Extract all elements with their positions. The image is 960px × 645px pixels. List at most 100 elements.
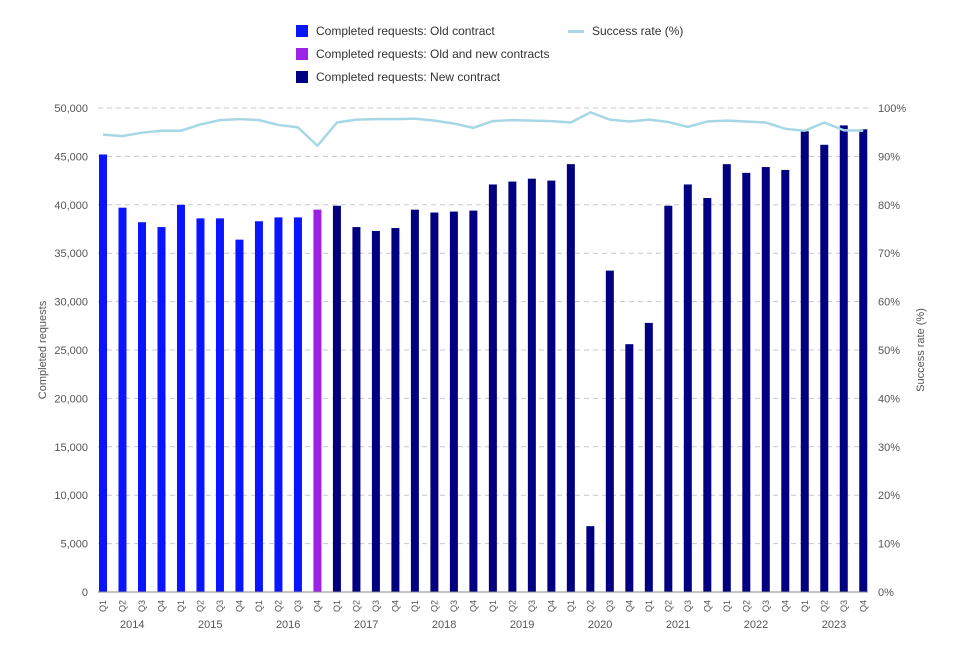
x-tick-label-year: 2023 [822, 619, 846, 631]
legend-label-new-contract: Completed requests: New contract [316, 70, 501, 84]
x-tick-label-quarter: Q4 [312, 600, 322, 612]
bar [683, 184, 692, 593]
bar [352, 227, 361, 592]
legend-swatch-old-contract [296, 25, 308, 37]
bar [722, 164, 731, 593]
y-tick-label-right: 0% [878, 587, 894, 599]
bar [391, 228, 400, 593]
bar [547, 180, 556, 592]
y-tick-label-left: 50,000 [54, 103, 88, 115]
x-tick-label-quarter: Q1 [566, 600, 576, 612]
bar [274, 217, 283, 592]
y-tick-label-right: 90% [878, 151, 900, 163]
x-tick-label-quarter: Q2 [429, 600, 439, 612]
bar [508, 181, 517, 592]
bar [644, 322, 653, 592]
bar [761, 167, 770, 592]
x-tick-label-quarter: Q1 [644, 600, 654, 612]
bar [566, 164, 575, 593]
x-tick-label-quarter: Q2 [585, 600, 595, 612]
y-axis-title-left: Completed requests [37, 300, 49, 399]
bar [410, 209, 419, 592]
x-tick-label-quarter: Q3 [293, 600, 303, 612]
bar [781, 169, 790, 592]
x-tick-label-quarter: Q3 [605, 600, 615, 612]
y-tick-label-left: 20,000 [54, 393, 88, 405]
x-tick-label-year: 2014 [120, 619, 144, 631]
bar [839, 125, 848, 592]
bar [235, 239, 244, 592]
legend-item-new-contract: Completed requests: New contract [296, 70, 500, 84]
x-tick-label-quarter: Q3 [371, 600, 381, 612]
bar [859, 129, 868, 592]
legend-swatch-success-rate [568, 29, 584, 33]
bar [313, 209, 322, 592]
x-tick-label-quarter: Q1 [722, 600, 732, 612]
x-tick-label-quarter: Q3 [137, 600, 147, 612]
bar [800, 131, 809, 592]
bar [605, 270, 614, 592]
bar [332, 205, 341, 592]
x-tick-label-quarter: Q3 [761, 600, 771, 612]
x-tick-label-year: 2018 [432, 619, 456, 631]
y-tick-label-right: 40% [878, 393, 900, 405]
x-tick-label-quarter: Q2 [117, 600, 127, 612]
x-tick-label-quarter: Q4 [702, 600, 712, 612]
legend-label-success-rate: Success rate (%) [592, 24, 684, 38]
bar [137, 222, 146, 592]
x-tick-label-quarter: Q1 [410, 600, 420, 612]
bar [99, 154, 107, 593]
y-tick-label-left: 35,000 [54, 248, 88, 260]
x-tick-label-quarter: Q1 [332, 600, 342, 612]
bar [703, 198, 712, 593]
y-tick-label-right: 50% [878, 345, 900, 357]
bar [293, 217, 302, 592]
bar [527, 178, 536, 592]
x-tick-label-quarter: Q3 [527, 600, 537, 612]
legend-item-success-rate: Success rate (%) [568, 24, 683, 38]
x-tick-label-quarter: Q4 [546, 600, 556, 612]
x-tick-label-quarter: Q4 [780, 600, 790, 612]
x-tick-label-quarter: Q4 [624, 600, 634, 612]
bar [820, 144, 829, 592]
success-rate-line [102, 111, 864, 148]
bar [196, 218, 205, 593]
x-tick-label-quarter: Q1 [98, 600, 108, 612]
x-tick-label-quarter: Q1 [254, 600, 264, 612]
legend-swatch-new-contract [296, 71, 308, 83]
bar [371, 230, 380, 592]
x-tick-label-quarter: Q4 [390, 600, 400, 612]
x-tick-label-quarter: Q2 [507, 600, 517, 612]
bar [664, 205, 673, 592]
x-tick-label-quarter: Q3 [839, 600, 849, 612]
legend-item-old-and-new: Completed requests: Old and new contract… [296, 47, 549, 61]
bar [430, 212, 439, 592]
x-tick-label-year: 2016 [276, 619, 300, 631]
x-tick-label-year: 2020 [588, 619, 612, 631]
bar [488, 184, 497, 593]
bar [118, 207, 127, 593]
y-tick-label-left: 30,000 [54, 297, 88, 309]
x-tick-label-quarter: Q2 [351, 600, 361, 612]
x-tick-label-year: 2022 [744, 619, 768, 631]
bar [215, 218, 224, 593]
y-tick-label-right: 80% [878, 200, 900, 212]
bar [254, 221, 263, 593]
x-tick-label-year: 2017 [354, 619, 378, 631]
x-tick-label-quarter: Q2 [741, 600, 751, 612]
x-tick-label-quarter: Q4 [234, 600, 244, 612]
legend-label-old-contract: Completed requests: Old contract [316, 24, 495, 38]
x-tick-label-year: 2021 [666, 619, 690, 631]
x-tick-label-quarter: Q2 [195, 600, 205, 612]
y-tick-label-right: 60% [878, 297, 900, 309]
y-tick-label-left: 15,000 [54, 442, 88, 454]
x-tick-label-quarter: Q3 [215, 600, 225, 612]
x-tick-label-quarter: Q2 [273, 600, 283, 612]
y-tick-label-right: 10% [878, 539, 900, 551]
legend: Completed requests: Old contract Complet… [296, 24, 716, 94]
y-tick-label-right: 100% [878, 103, 906, 115]
y-tick-label-left: 5,000 [60, 539, 88, 551]
y-tick-label-left: 45,000 [54, 151, 88, 163]
bar [625, 344, 634, 592]
